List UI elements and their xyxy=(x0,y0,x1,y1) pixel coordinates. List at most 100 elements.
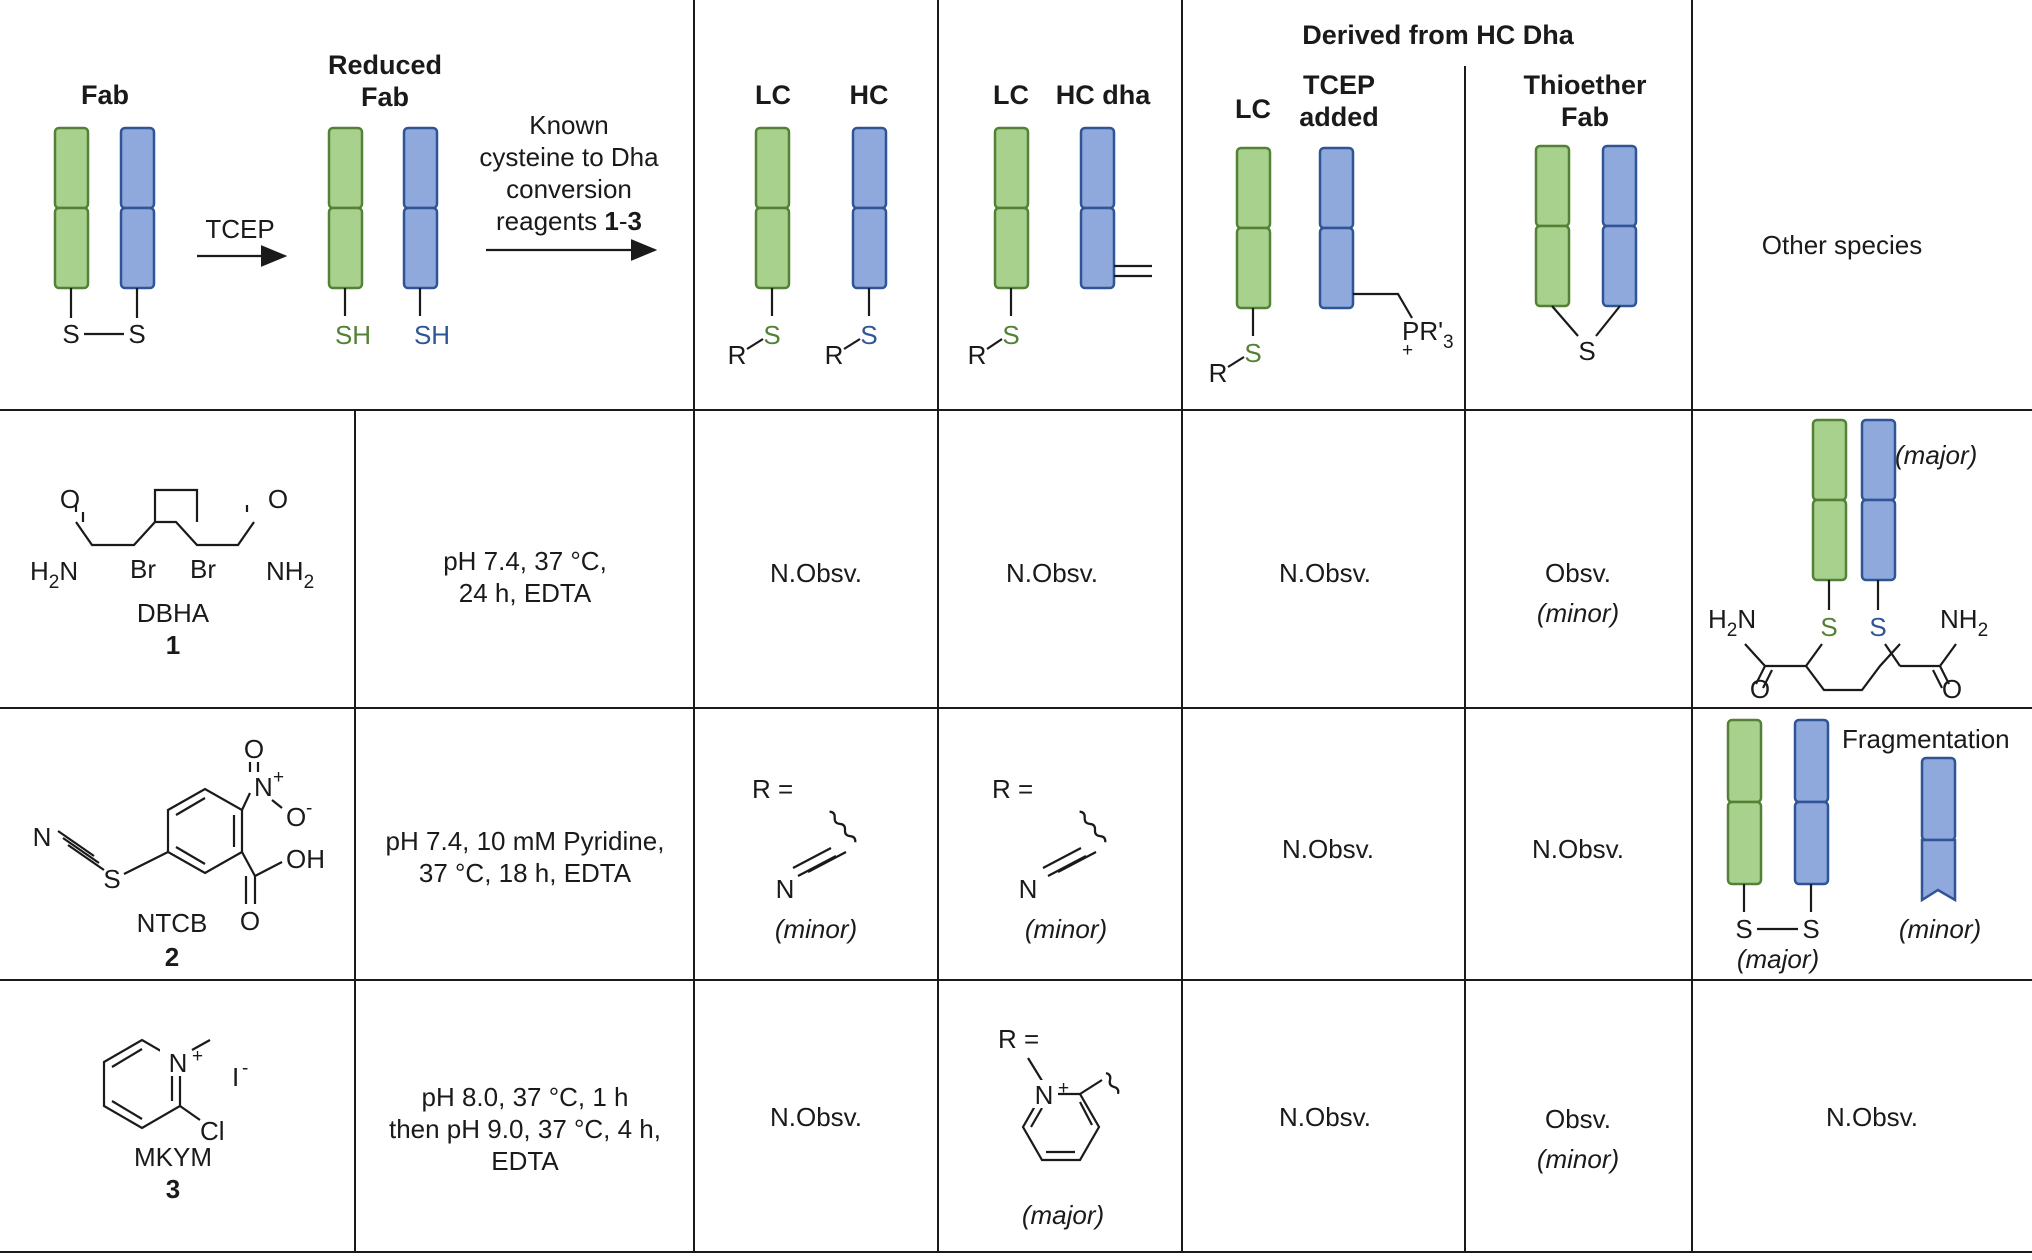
label-text: S xyxy=(1578,336,1595,366)
light-chain-domain xyxy=(993,126,1030,210)
bond-line xyxy=(1762,669,1773,689)
bond-line xyxy=(1744,643,1823,668)
reduced-fab-label: Fab xyxy=(361,82,409,112)
label-text: O xyxy=(1942,674,1962,704)
label-text: - xyxy=(306,798,312,819)
label-text: S xyxy=(1820,612,1837,642)
label-text: O xyxy=(240,906,260,936)
label-text: S xyxy=(860,320,877,350)
bond-line xyxy=(1079,1101,1093,1126)
heavy-chain-domain xyxy=(1860,418,1897,502)
label-text: O xyxy=(244,734,264,764)
label-text: R xyxy=(728,340,747,370)
label-text: O xyxy=(268,484,288,514)
label-text: TCEP xyxy=(1303,70,1375,100)
bond-line xyxy=(1939,665,1950,685)
label-text: - xyxy=(242,1058,248,1079)
tcep-result: N.Obsv. xyxy=(1279,1102,1371,1132)
bond-line xyxy=(1595,305,1621,337)
label-text: + xyxy=(273,767,284,788)
label-text: H2N xyxy=(30,556,78,593)
label-text: HC xyxy=(850,80,889,110)
label-text: LC xyxy=(1235,94,1271,124)
light-chain-domain xyxy=(1726,800,1763,886)
label-text: N xyxy=(1737,604,1756,634)
heavy-chain-domain xyxy=(1079,206,1116,290)
row-mkym: N + I - Cl MKYM 3 pH 8.0, 37 °C, 1 h the… xyxy=(102,1024,1918,1230)
bond-line xyxy=(1353,292,1413,319)
label-text: S xyxy=(763,320,780,350)
bond-path xyxy=(1079,810,1107,843)
bond-line xyxy=(792,847,832,869)
label-text: S xyxy=(1869,612,1886,642)
label-text: NH2 xyxy=(1940,604,1988,641)
label-text: R xyxy=(968,340,987,370)
bond-line xyxy=(75,520,255,547)
other-note-minor: (minor) xyxy=(1899,914,1981,944)
heavy-chain-domain xyxy=(1793,800,1830,886)
label-text: Thioether xyxy=(1523,70,1646,100)
conditions: pH 8.0, 37 °C, 1 h xyxy=(422,1082,629,1112)
domain-box xyxy=(1028,1080,1058,1108)
bond-line xyxy=(1884,643,1901,667)
heavy-chain-domain xyxy=(1601,224,1638,308)
label-text: cysteine to Dha xyxy=(479,142,659,172)
label-text: H xyxy=(1708,604,1727,634)
label-text: N xyxy=(1019,874,1038,904)
bond-line xyxy=(1030,1107,1043,1128)
lc-hcdha-note: (major) xyxy=(1022,1200,1104,1230)
thioether-result: N.Obsv. xyxy=(1532,834,1624,864)
label-text: HC dha xyxy=(1056,80,1151,110)
label-text: O xyxy=(1750,674,1770,704)
sulfur-atom: S xyxy=(62,319,79,349)
fab-label: Fab xyxy=(81,80,129,110)
domain-box xyxy=(160,1046,196,1076)
label-text: reagents xyxy=(496,206,604,236)
light-chain-domain xyxy=(1235,226,1272,310)
heavy-chain-domain xyxy=(402,206,439,290)
r-cyano-lc-hc: R = N (minor) xyxy=(752,774,857,944)
light-chain-domain xyxy=(1811,498,1848,582)
heavy-chain-domain xyxy=(851,206,888,290)
label-text: reagents 1-3 xyxy=(496,206,642,236)
heavy-chain-domain xyxy=(119,126,156,210)
other-species-fragmentation: Fragmentation S S (major) (minor) xyxy=(1726,718,2010,974)
thiol-group: SH xyxy=(414,320,450,350)
lc-hc-result: N.Obsv. xyxy=(770,1102,862,1132)
bond-line xyxy=(746,338,764,350)
other-result: N.Obsv. xyxy=(1826,1102,1918,1132)
lc-hc-result: N.Obsv. xyxy=(770,558,862,588)
thioether-result: Obsv. xyxy=(1545,558,1611,588)
label-text: 2 xyxy=(304,572,315,593)
tcep-result: N.Obsv. xyxy=(1279,558,1371,588)
label-text: N xyxy=(33,822,52,852)
label-text: OH xyxy=(286,844,325,874)
derived-title: Derived from HC Dha xyxy=(1302,20,1575,50)
bond-line xyxy=(1079,1079,1103,1095)
label-text: N xyxy=(254,772,273,802)
reagent-name: DBHA xyxy=(137,598,210,628)
other-species-bisalkylated: a (major) S S H2N NH2 O O xyxy=(1708,418,1988,704)
tcep-result: N.Obsv. xyxy=(1282,834,1374,864)
other-label: Fragmentation xyxy=(1842,724,2010,754)
bond-line xyxy=(67,844,105,871)
label-text: R = xyxy=(752,774,793,804)
reagent-number: 3 xyxy=(166,1174,180,1204)
conditions: pH 7.4, 37 °C, xyxy=(443,546,607,576)
bond-line xyxy=(111,1100,143,1120)
r-methylpyridinium: R = N + (major) xyxy=(998,1024,1120,1230)
label-text: S xyxy=(1735,914,1752,944)
bond-line xyxy=(175,846,206,865)
header-derived: Derived from HC Dha LC TCEP added PR' 3 … xyxy=(1209,20,1647,410)
light-chain-domain xyxy=(1235,146,1272,230)
heavy-chain-domain xyxy=(851,126,888,210)
light-chain-domain xyxy=(1534,144,1571,228)
bond-line xyxy=(1047,855,1087,877)
bond-line xyxy=(123,851,169,875)
header-lc-hcdha: LC HC dha S R xyxy=(968,80,1152,370)
light-chain-domain xyxy=(1534,224,1571,308)
bond-path xyxy=(1105,1072,1120,1095)
label-text: R xyxy=(1209,358,1228,388)
